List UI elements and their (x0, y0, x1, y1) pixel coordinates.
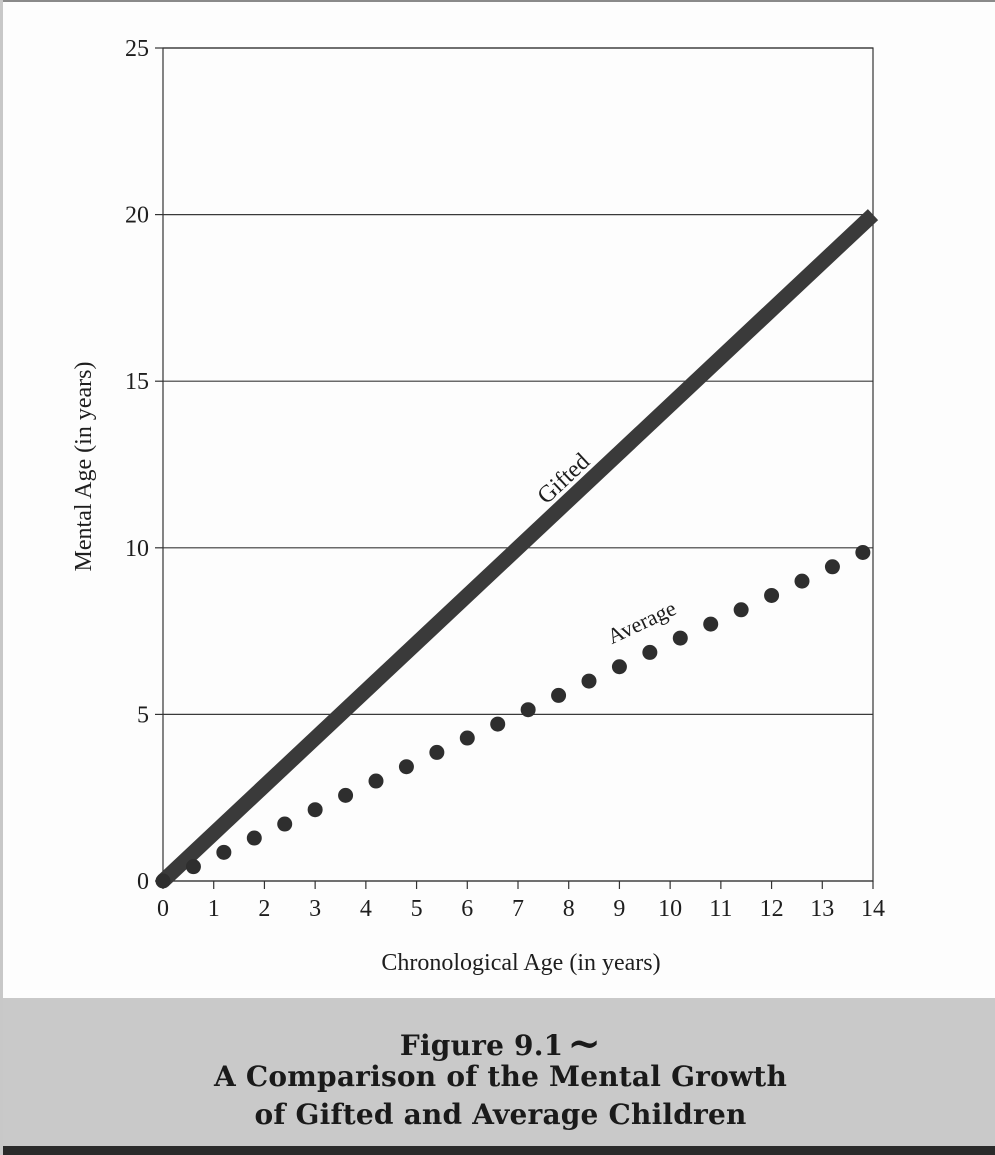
series-point-average-2 (216, 844, 232, 860)
series-point-average-6 (338, 787, 354, 803)
tilde-ornament: ~ (567, 1020, 602, 1067)
series-point-average-10 (459, 730, 475, 746)
series (155, 209, 879, 889)
x-tick-label-8: 8 (563, 896, 575, 922)
x-tick-label-12: 12 (760, 896, 784, 922)
x-tick-label-9: 9 (613, 896, 625, 922)
series-point-average-4 (277, 816, 293, 832)
y-tick-label-25: 25 (125, 36, 149, 62)
series-point-average-12 (520, 702, 536, 718)
figure-caption: Figure 9.1 ~ A Comparison of the Mental G… (3, 998, 995, 1146)
x-tick-label-2: 2 (258, 896, 270, 922)
x-tick-label-3: 3 (309, 896, 321, 922)
y-axis-ticks: 0 5 10 15 20 25 (125, 36, 163, 895)
plot-frame (162, 47, 874, 882)
y-tick-label-20: 20 (125, 203, 149, 229)
caption-figure-label: Figure 9.1 (399, 1029, 564, 1062)
series-point-average-13 (551, 687, 567, 703)
x-tick-label-5: 5 (411, 896, 423, 922)
caption-title-line2: of Gifted and Average Children (254, 1098, 747, 1131)
caption-title-line1: A Comparison of the Mental Growth (214, 1060, 787, 1093)
series-point-average-8 (398, 759, 414, 775)
bottom-border (3, 1146, 995, 1155)
series-point-average-3 (246, 830, 262, 846)
series-point-average-7 (368, 773, 384, 789)
x-tick-label-7: 7 (512, 896, 524, 922)
series-point-average-0 (155, 873, 171, 889)
series-point-average-14 (581, 673, 597, 689)
y-tick-label-5: 5 (137, 702, 149, 728)
series-point-average-5 (307, 802, 323, 818)
x-tick-label-11: 11 (709, 896, 732, 922)
x-tick-label-4: 4 (360, 896, 372, 922)
x-tick-label-14: 14 (861, 896, 885, 922)
series-point-average-21 (794, 573, 810, 589)
y-tick-label-10: 10 (125, 536, 149, 562)
caption-figure-number: Figure 9.1 ~ (3, 1020, 995, 1067)
series-point-average-23 (855, 544, 871, 560)
series-point-average-16 (642, 644, 658, 660)
x-tick-label-0: 0 (157, 896, 169, 922)
series-point-average-19 (733, 602, 749, 618)
y-tick-label-0: 0 (137, 869, 149, 895)
series-point-average-22 (824, 559, 840, 575)
series-point-average-1 (185, 859, 201, 875)
series-label-average: Average (603, 595, 680, 649)
x-axis-ticks: 0 1 2 3 4 5 6 7 8 9 10 11 12 13 14 (157, 881, 885, 922)
series-point-average-9 (429, 744, 445, 760)
series-point-average-11 (490, 716, 506, 732)
series-point-average-18 (703, 616, 719, 632)
series-point-average-20 (764, 587, 780, 603)
x-axis-label: Chronological Age (in years) (381, 950, 660, 976)
y-axis-label: Mental Age (in years) (71, 362, 97, 572)
series-point-average-15 (611, 659, 627, 675)
x-tick-label-10: 10 (658, 896, 682, 922)
x-tick-label-13: 13 (810, 896, 834, 922)
x-tick-label-1: 1 (208, 896, 220, 922)
series-point-average-17 (672, 630, 688, 646)
top-border (3, 0, 995, 2)
y-tick-label-15: 15 (125, 369, 149, 395)
series-line-gifted (157, 209, 879, 887)
gridlines (163, 47, 873, 882)
x-tick-label-6: 6 (461, 896, 473, 922)
